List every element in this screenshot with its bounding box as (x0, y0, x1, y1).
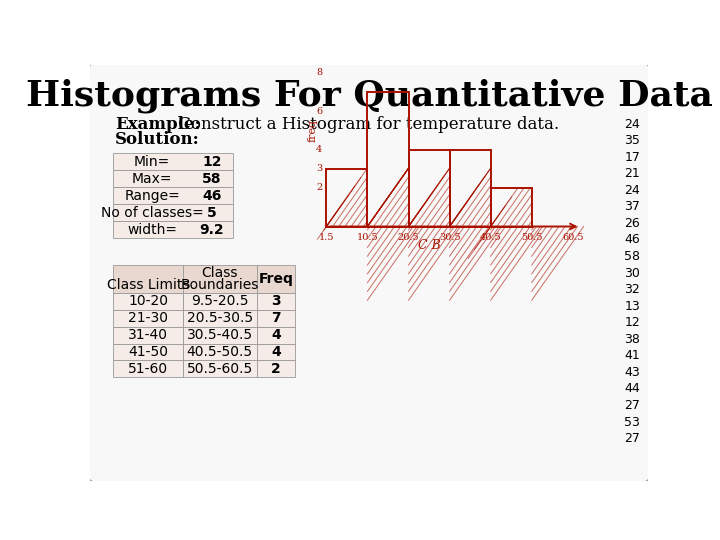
Text: 4: 4 (271, 345, 281, 359)
Text: C B: C B (418, 239, 441, 252)
Bar (367, 92, 408, 226)
Bar (183, 293, 256, 309)
Bar (256, 361, 295, 377)
Bar (256, 343, 295, 361)
Text: 21: 21 (624, 167, 640, 180)
Text: 13: 13 (624, 300, 640, 313)
Text: 8: 8 (316, 68, 323, 77)
Text: Class: Class (202, 266, 238, 280)
Text: 60.5: 60.5 (562, 233, 584, 242)
Text: Boundaries: Boundaries (181, 278, 259, 292)
Text: 6: 6 (316, 106, 323, 116)
Text: 50.5-60.5: 50.5-60.5 (186, 362, 253, 376)
Text: 30.5: 30.5 (438, 233, 460, 242)
Text: 30.5-40.5: 30.5-40.5 (186, 328, 253, 342)
Text: 4: 4 (271, 328, 281, 342)
Text: 51-60: 51-60 (128, 362, 168, 376)
Bar (113, 343, 183, 361)
Text: 7: 7 (271, 311, 281, 325)
Text: 27: 27 (624, 399, 640, 412)
Text: 2: 2 (316, 184, 323, 192)
Text: 21-30: 21-30 (128, 311, 168, 325)
Text: 3: 3 (271, 294, 281, 308)
Text: 4: 4 (316, 145, 323, 154)
Text: 58: 58 (624, 250, 640, 263)
Text: 9.2: 9.2 (199, 222, 225, 237)
Text: 5: 5 (207, 206, 217, 220)
FancyBboxPatch shape (89, 63, 649, 482)
Bar (183, 265, 256, 293)
Text: 20.5-30.5: 20.5-30.5 (186, 311, 253, 325)
Bar (113, 293, 183, 309)
Text: 9.5-20.5: 9.5-20.5 (191, 294, 248, 308)
Text: freq: freq (307, 119, 318, 141)
Bar (256, 265, 295, 293)
Bar (183, 327, 256, 343)
Bar (256, 327, 295, 343)
Text: Example:: Example: (114, 116, 200, 133)
Bar (113, 309, 183, 327)
Text: No of classes=: No of classes= (101, 206, 203, 220)
Text: 40.5: 40.5 (480, 233, 502, 242)
Bar (113, 187, 233, 204)
Bar (113, 361, 183, 377)
Text: 24: 24 (624, 184, 640, 197)
Text: 10.5: 10.5 (356, 233, 378, 242)
Text: 10-20: 10-20 (128, 294, 168, 308)
Bar (183, 343, 256, 361)
Text: 26: 26 (624, 217, 640, 230)
Text: 58: 58 (202, 172, 222, 186)
Text: 31-40: 31-40 (128, 328, 168, 342)
Bar (113, 265, 183, 293)
Text: 32: 32 (624, 283, 640, 296)
Text: Construct a Histogram for temperature data.: Construct a Histogram for temperature da… (173, 116, 559, 133)
Text: 3: 3 (316, 164, 323, 173)
Text: 50.5: 50.5 (521, 233, 542, 242)
Text: 46: 46 (624, 233, 640, 246)
Text: 12: 12 (202, 155, 222, 169)
Text: 27: 27 (624, 432, 640, 445)
Text: 44: 44 (624, 382, 640, 395)
Bar (408, 150, 449, 226)
Text: 43: 43 (624, 366, 640, 379)
Text: 38: 38 (624, 333, 640, 346)
Bar (256, 309, 295, 327)
Text: width=: width= (127, 222, 177, 237)
Bar (490, 188, 532, 226)
Text: Range=: Range= (124, 188, 180, 202)
Text: Freq: Freq (258, 272, 294, 286)
Text: Solution:: Solution: (114, 131, 199, 148)
Bar (256, 293, 295, 309)
Text: 12: 12 (624, 316, 640, 329)
Bar (326, 168, 367, 226)
Text: 40.5-50.5: 40.5-50.5 (186, 345, 253, 359)
Text: 24: 24 (624, 118, 640, 131)
Bar (183, 309, 256, 327)
Text: 41: 41 (624, 349, 640, 362)
Text: Min=: Min= (134, 155, 170, 169)
Text: 41-50: 41-50 (128, 345, 168, 359)
Bar (113, 170, 233, 187)
Text: 17: 17 (624, 151, 640, 164)
Text: Histograms For Quantitative Data: Histograms For Quantitative Data (26, 78, 712, 113)
Text: 53: 53 (624, 416, 640, 429)
Text: 37: 37 (624, 200, 640, 213)
Text: Class Limits: Class Limits (107, 278, 189, 292)
Bar (113, 204, 233, 221)
Bar (113, 153, 233, 170)
Text: Max=: Max= (132, 172, 172, 186)
Text: 46: 46 (202, 188, 222, 202)
Bar (113, 327, 183, 343)
Text: 2: 2 (271, 362, 281, 376)
Text: 30: 30 (624, 267, 640, 280)
Bar (183, 361, 256, 377)
Text: 20.5: 20.5 (397, 233, 419, 242)
Bar (113, 221, 233, 238)
Text: 1.5: 1.5 (319, 233, 334, 242)
Bar (449, 150, 490, 226)
Text: 35: 35 (624, 134, 640, 147)
